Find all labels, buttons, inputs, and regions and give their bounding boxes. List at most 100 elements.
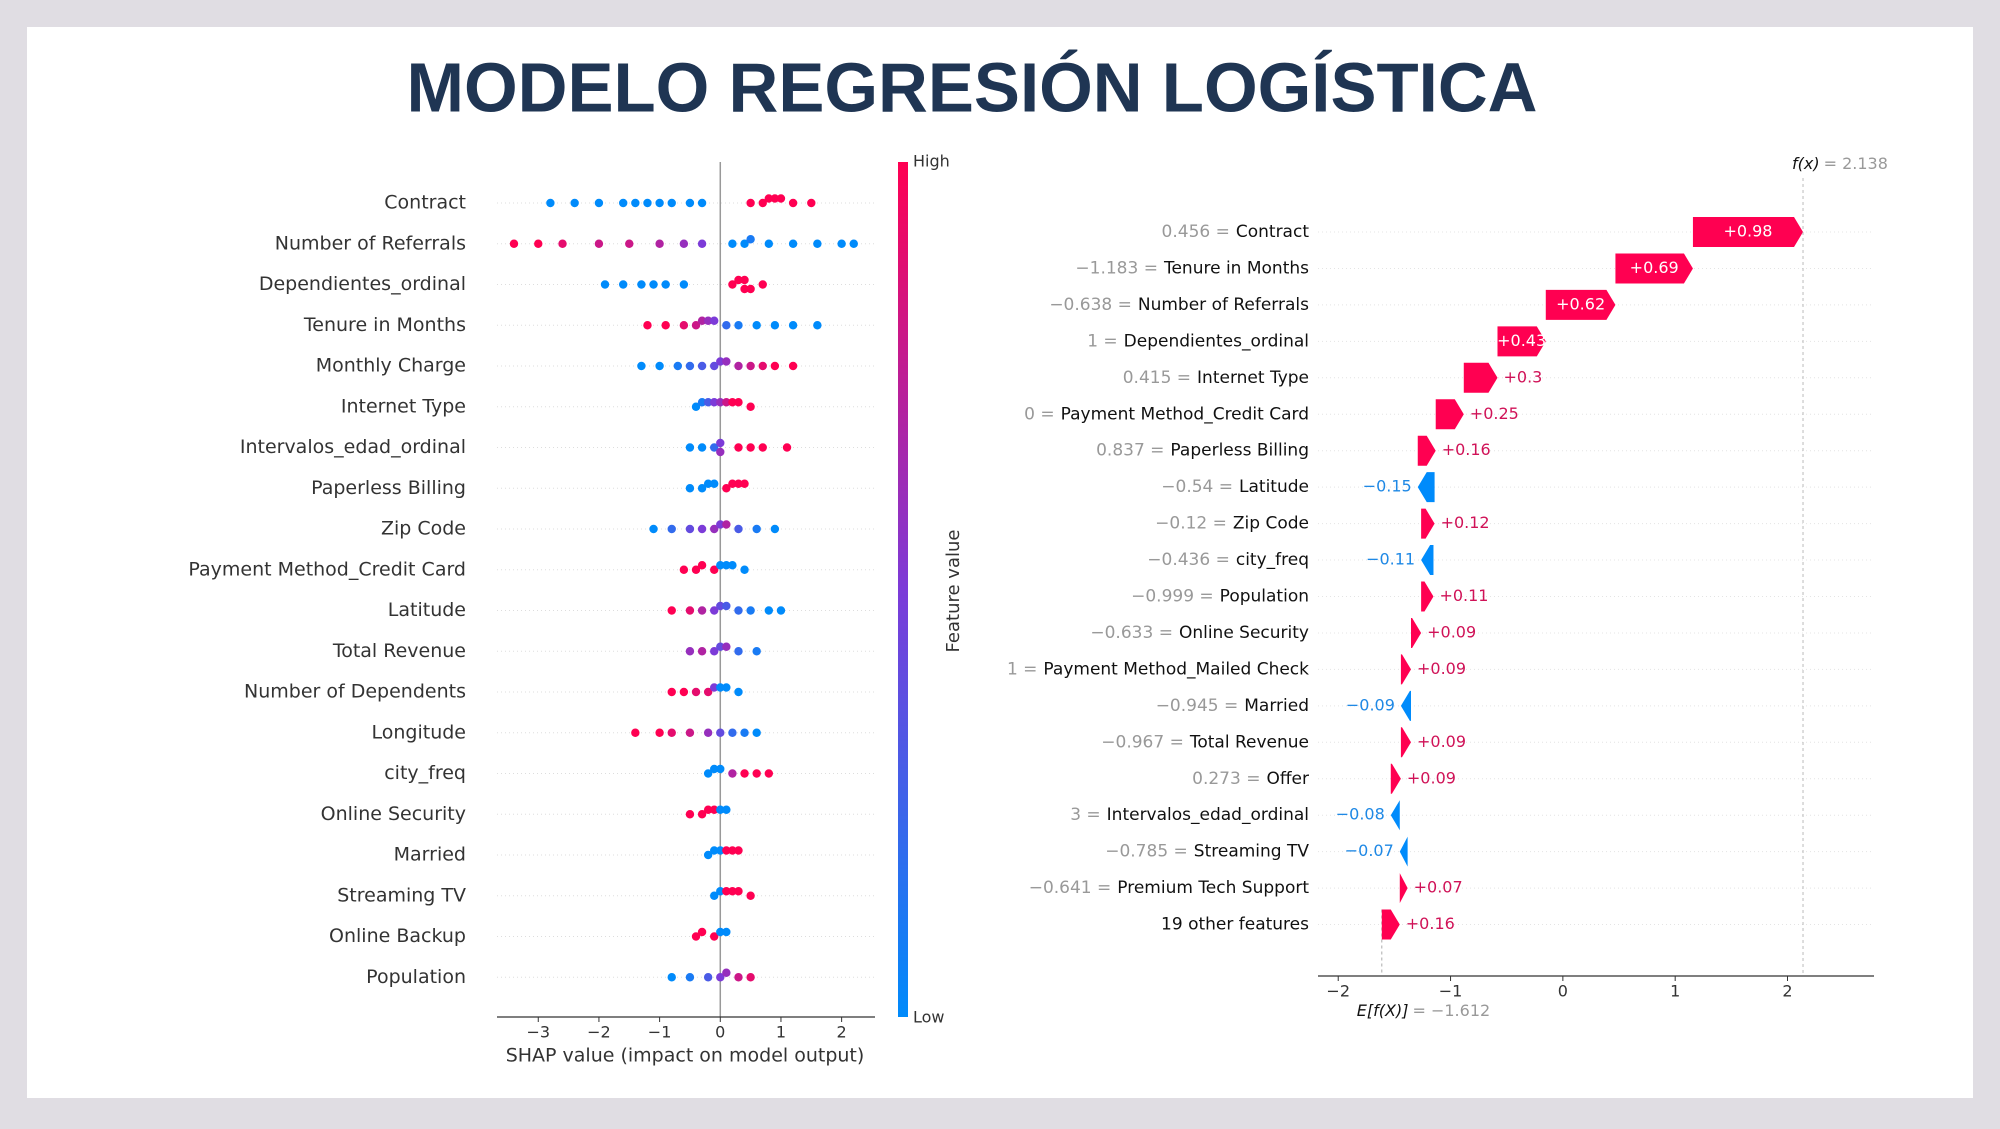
shap-dot bbox=[764, 606, 774, 615]
shap-dot bbox=[691, 321, 701, 330]
shap-dot bbox=[619, 280, 628, 289]
feature-name: Online Security bbox=[1179, 623, 1309, 643]
shap-dot bbox=[746, 235, 755, 244]
shap-dot bbox=[728, 398, 737, 407]
shap-dot bbox=[691, 402, 701, 411]
shap-dot bbox=[667, 198, 676, 208]
shap-dot bbox=[788, 239, 798, 248]
shap-dot bbox=[637, 280, 646, 289]
feature-label: Contract bbox=[384, 192, 466, 214]
feature-value: −0.633 = bbox=[1090, 623, 1173, 643]
value-label: +0.09 bbox=[1417, 659, 1466, 678]
waterfall-bar bbox=[1545, 289, 1616, 320]
shap-dot bbox=[776, 194, 786, 203]
feature-label: Payment Method_Credit Card bbox=[188, 558, 466, 580]
feature-label: Online Security bbox=[321, 803, 466, 825]
feature-label: Paperless Billing bbox=[311, 477, 466, 499]
shap-dot bbox=[649, 280, 658, 289]
shap-dot bbox=[655, 361, 664, 371]
feature-value: 1 = bbox=[1007, 659, 1037, 679]
feature-label: Married bbox=[394, 844, 466, 866]
shap-dot bbox=[716, 642, 725, 651]
shap-dot bbox=[534, 239, 543, 248]
shap-dot bbox=[752, 647, 761, 656]
shap-dot bbox=[746, 606, 755, 615]
shap-dot bbox=[509, 239, 519, 248]
feature-value: 0.456 = bbox=[1162, 222, 1230, 242]
shap-dot bbox=[703, 728, 713, 737]
shap-dot bbox=[740, 239, 749, 248]
shap-dot bbox=[667, 728, 676, 737]
shap-dot bbox=[716, 601, 725, 611]
shap-dot bbox=[716, 683, 725, 692]
shap-dot bbox=[752, 769, 761, 778]
shap-dot bbox=[758, 280, 767, 289]
shap-dot bbox=[710, 524, 719, 534]
feature-label: −0.12 = Zip Code bbox=[1155, 514, 1309, 534]
shap-dot bbox=[752, 321, 761, 330]
x-tick-label: 2 bbox=[837, 1023, 847, 1042]
feature-name: Internet Type bbox=[1197, 368, 1309, 388]
value-label: −0.07 bbox=[1345, 841, 1394, 860]
shap-dot bbox=[655, 728, 664, 737]
shap-dot bbox=[734, 398, 743, 407]
shap-dot bbox=[594, 198, 604, 208]
feature-name: Paperless Billing bbox=[1170, 441, 1309, 461]
shap-dot bbox=[667, 524, 676, 534]
shap-dot bbox=[679, 565, 689, 574]
shap-dot bbox=[625, 239, 634, 248]
shap-dot bbox=[685, 198, 695, 208]
shap-dot bbox=[679, 239, 689, 248]
shap-dot bbox=[740, 769, 749, 778]
value-label: +0.09 bbox=[1417, 732, 1466, 751]
feature-label: Online Backup bbox=[329, 925, 466, 947]
feature-value: 3 = bbox=[1070, 805, 1100, 825]
x-tick-label: 2 bbox=[1782, 982, 1792, 1001]
shap-dot bbox=[728, 769, 737, 778]
waterfall-bar bbox=[1400, 690, 1412, 721]
feature-label: −0.999 = Population bbox=[1131, 587, 1309, 607]
feature-label: 19 other features bbox=[1161, 915, 1309, 935]
shap-dot bbox=[758, 198, 767, 208]
shap-dot bbox=[661, 321, 670, 330]
shap-dot bbox=[788, 198, 798, 208]
waterfall-bar bbox=[1400, 654, 1412, 685]
shap-dot bbox=[716, 447, 725, 457]
x-tick-label: −2 bbox=[587, 1023, 611, 1042]
shap-dot bbox=[697, 443, 707, 452]
shap-dot bbox=[655, 198, 664, 208]
waterfall-bar bbox=[1390, 763, 1401, 794]
shap-dot bbox=[722, 805, 731, 814]
shap-dot bbox=[697, 361, 707, 371]
shap-dot bbox=[837, 239, 846, 248]
shap-dot bbox=[697, 647, 707, 656]
waterfall-bar bbox=[1435, 399, 1464, 430]
shap-dot bbox=[728, 239, 737, 248]
shap-dot bbox=[758, 361, 767, 371]
shap-dot bbox=[697, 810, 707, 819]
x-tick-label: 1 bbox=[1670, 982, 1680, 1001]
shap-dot bbox=[685, 443, 695, 452]
value-label: +0.07 bbox=[1414, 878, 1463, 897]
feature-value: 0.273 = bbox=[1192, 769, 1260, 789]
fx-value: = 2.138 bbox=[1824, 154, 1888, 173]
feature-label: 0.273 = Offer bbox=[1192, 769, 1309, 789]
shap-dot bbox=[637, 361, 646, 371]
shap-dot bbox=[619, 198, 628, 208]
feature-name: Contract bbox=[1236, 222, 1309, 242]
shap-dot bbox=[746, 973, 755, 982]
shap-dot bbox=[679, 687, 689, 697]
feature-value: −0.945 = bbox=[1156, 696, 1239, 716]
feature-name: Zip Code bbox=[1233, 514, 1309, 534]
shap-dot bbox=[710, 479, 719, 488]
shap-dot bbox=[734, 275, 743, 285]
value-label: +0.16 bbox=[1442, 440, 1491, 459]
feature-value: 0.837 = bbox=[1096, 441, 1164, 461]
colorbar-high: High bbox=[913, 152, 950, 171]
shap-dot bbox=[546, 198, 555, 208]
waterfall-bar bbox=[1390, 800, 1400, 831]
shap-dot bbox=[661, 280, 670, 289]
feature-label: 0.415 = Internet Type bbox=[1123, 368, 1309, 388]
shap-dot bbox=[728, 479, 737, 488]
shap-dot bbox=[728, 846, 737, 855]
